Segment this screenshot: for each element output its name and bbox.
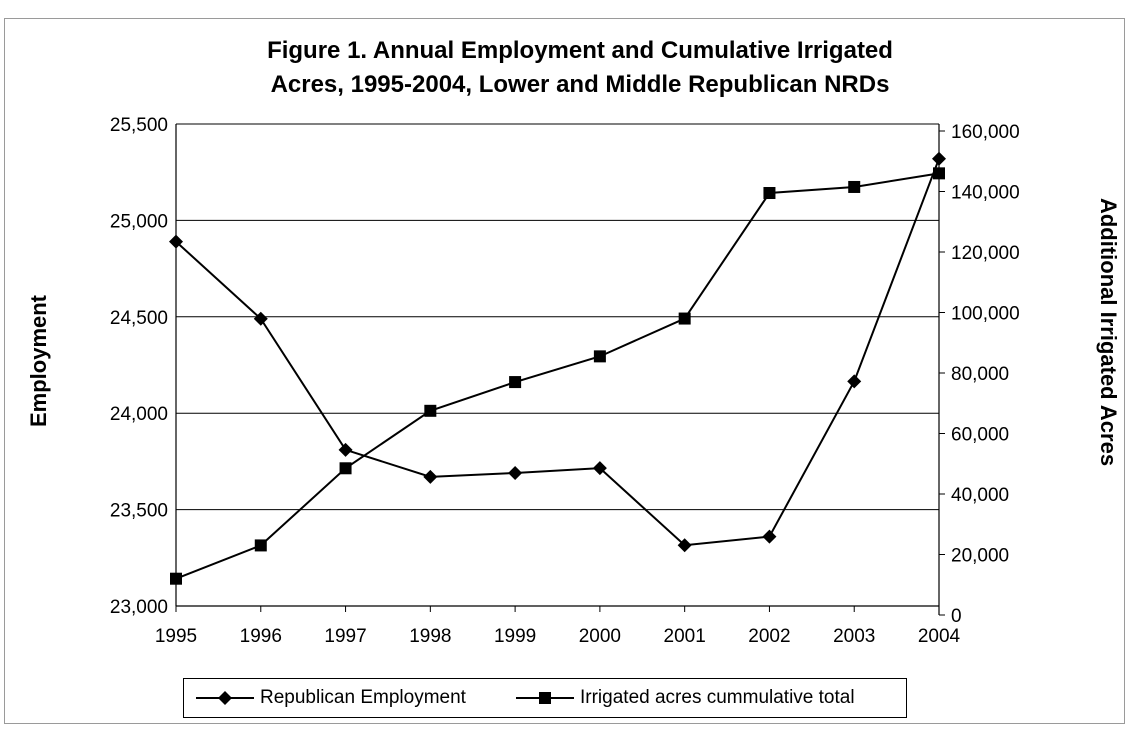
x-tick-label: 2004 xyxy=(918,626,961,647)
employment-data-point xyxy=(253,311,268,326)
irrigated-data-point xyxy=(424,404,437,417)
irrigated-data-point xyxy=(848,180,861,193)
tick-labels: 25,500 25,000 24,500 24,000 23,500 23,000 160,… xyxy=(110,115,1020,647)
irrigated-data-point xyxy=(933,167,945,180)
employment-data-point xyxy=(338,442,353,457)
y-right-tick-label: 40,000 xyxy=(951,485,1009,506)
legend: Republican Employment Irrigated acres cu… xyxy=(183,678,907,718)
employment-data-point xyxy=(508,465,523,480)
y-left-tick-label: 25,500 xyxy=(110,115,168,136)
chart-title-line-1: Figure 1. Annual Employment and Cumulati… xyxy=(267,37,893,64)
y-left-tick-label: 25,000 xyxy=(110,211,168,232)
employment-data-point xyxy=(592,461,607,476)
x-tick-label: 1995 xyxy=(155,626,197,647)
x-tick-label: 1998 xyxy=(409,626,451,647)
axes xyxy=(175,124,945,616)
y-axis-right-label: Additional Irrigated Acres xyxy=(1096,198,1121,466)
square-marker-icon xyxy=(516,692,574,704)
irrigated-data-point xyxy=(509,376,522,389)
chart-title-line-2: Acres, 1995-2004, Lower and Middle Repub… xyxy=(270,71,890,98)
employment-data-point xyxy=(169,234,183,249)
y-axis-left-label: Employment xyxy=(26,294,51,427)
y-right-tick-label: 60,000 xyxy=(951,425,1009,446)
irrigated-data-point xyxy=(170,572,182,585)
diamond-marker-icon xyxy=(196,691,254,705)
y-left-tick-label: 23,500 xyxy=(110,501,168,522)
y-left-tick-label: 24,000 xyxy=(110,404,168,425)
employment-data-point xyxy=(677,538,692,553)
legend-item-irrigated: Irrigated acres cummulative total xyxy=(516,679,855,717)
y-left-tick-label: 23,000 xyxy=(110,597,168,618)
y-right-tick-label: 120,000 xyxy=(951,243,1020,264)
x-tick-label: 1996 xyxy=(240,626,282,647)
employment-data-point xyxy=(762,529,777,544)
x-tick-label: 2003 xyxy=(833,626,875,647)
legend-label-employment: Republican Employment xyxy=(260,687,466,708)
y-right-tick-label: 140,000 xyxy=(951,183,1020,204)
legend-label-irrigated: Irrigated acres cummulative total xyxy=(580,687,855,708)
y-left-tick-label: 24,500 xyxy=(110,308,168,329)
employment-data-point xyxy=(423,469,438,484)
x-tick-label: 1997 xyxy=(324,626,366,647)
series-group xyxy=(169,151,946,585)
y-right-tick-label: 160,000 xyxy=(951,122,1020,143)
x-tick-label: 2000 xyxy=(579,626,621,647)
employment-data-point xyxy=(932,151,946,166)
y-right-tick-label: 100,000 xyxy=(951,304,1020,325)
chart-title: Figure 1. Annual Employment and Cumulati… xyxy=(150,34,1010,102)
irrigated-data-point xyxy=(763,187,776,200)
chart-frame xyxy=(4,18,1125,724)
series-line-2 xyxy=(175,172,940,580)
employment-data-point xyxy=(847,374,862,389)
x-tick-label: 1999 xyxy=(494,626,536,647)
x-tick-label: 2001 xyxy=(664,626,706,647)
y-right-tick-label: 20,000 xyxy=(951,546,1009,567)
irrigated-data-point xyxy=(593,350,606,363)
irrigated-data-point xyxy=(254,539,267,552)
gridlines xyxy=(176,123,939,511)
series-line-1 xyxy=(175,158,940,547)
y-right-tick-label: 0 xyxy=(951,606,962,627)
x-tick-label: 2002 xyxy=(748,626,790,647)
irrigated-data-point xyxy=(678,312,691,325)
irrigated-data-point xyxy=(339,462,352,475)
y-right-tick-label: 80,000 xyxy=(951,364,1009,385)
legend-item-employment: Republican Employment xyxy=(196,679,466,717)
